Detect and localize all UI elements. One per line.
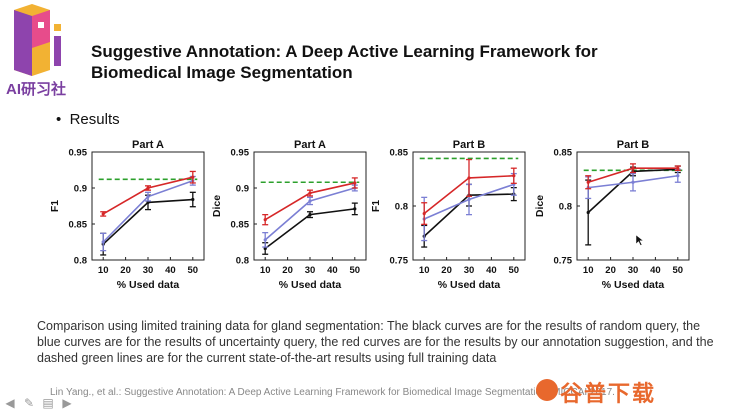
results-bullet: • Results bbox=[56, 111, 120, 128]
y-tick-label: 0.8 bbox=[395, 202, 408, 213]
y-axis-label: Dice bbox=[211, 195, 223, 217]
x-tick-label: 10 bbox=[260, 265, 271, 276]
data-point-red bbox=[586, 180, 590, 184]
slide-title-line2: Biomedical Image Segmentation bbox=[91, 63, 353, 82]
y-tick-label: 0.8 bbox=[236, 256, 249, 267]
x-axis-label: % Used data bbox=[602, 279, 665, 291]
data-point-red bbox=[512, 174, 516, 178]
data-point-red bbox=[422, 211, 426, 216]
logo-graphic bbox=[14, 4, 61, 76]
data-point-blue bbox=[101, 240, 105, 244]
y-tick-label: 0.95 bbox=[231, 148, 250, 159]
x-tick-label: 50 bbox=[509, 265, 520, 276]
x-tick-label: 10 bbox=[583, 265, 594, 276]
presentation-toolbar: ◀ ✎ ▤ ▶ bbox=[3, 395, 83, 411]
logo-text: AI研习社 bbox=[6, 81, 67, 98]
data-point-red bbox=[676, 166, 680, 170]
chart-title: Part B bbox=[453, 139, 485, 151]
x-axis-label: % Used data bbox=[117, 279, 180, 291]
x-tick-label: 20 bbox=[120, 265, 131, 276]
y-tick-label: 0.85 bbox=[390, 148, 409, 159]
arrow-right-icon[interactable]: ▶ bbox=[62, 396, 72, 410]
slide-title-line1: Suggestive Annotation: A Deep Active Lea… bbox=[91, 42, 598, 61]
data-point-blue bbox=[308, 199, 312, 203]
data-point-red bbox=[101, 212, 105, 216]
x-tick-label: 30 bbox=[305, 265, 316, 276]
data-point-red bbox=[353, 181, 357, 185]
y-tick-label: 0.85 bbox=[69, 220, 88, 231]
x-axis-label: % Used data bbox=[279, 279, 342, 291]
arrow-left-icon[interactable]: ◀ bbox=[5, 396, 15, 410]
slides-icon[interactable]: ▤ bbox=[42, 396, 54, 410]
citation: Lin Yang., et al.: Suggestive Annotation… bbox=[50, 387, 615, 398]
x-tick-label: 40 bbox=[650, 265, 661, 276]
data-point-black bbox=[353, 207, 357, 211]
y-tick-label: 0.75 bbox=[390, 256, 409, 267]
y-tick-label: 0.9 bbox=[74, 184, 87, 195]
results-bullet-label: Results bbox=[69, 111, 120, 128]
figure-caption: Comparison using limited training data f… bbox=[37, 319, 714, 365]
charts-panel: Part A 10 20 30 40 50 0.8 0.85 0.9 0.95 % Used dat… bbox=[49, 139, 690, 291]
watermark: 谷普下载 bbox=[560, 381, 657, 406]
data-point-red bbox=[631, 166, 635, 170]
data-point-red bbox=[308, 191, 312, 195]
watermark-logo-icon bbox=[536, 379, 558, 401]
chart-title: Part A bbox=[294, 139, 326, 151]
y-tick-label: 0.9 bbox=[236, 184, 249, 195]
x-tick-label: 40 bbox=[165, 265, 176, 276]
x-tick-label: 30 bbox=[464, 265, 475, 276]
x-tick-label: 50 bbox=[673, 265, 684, 276]
data-point-black bbox=[308, 213, 312, 217]
x-tick-label: 20 bbox=[605, 265, 616, 276]
x-tick-label: 10 bbox=[98, 265, 109, 276]
data-point-blue bbox=[676, 174, 680, 178]
y-tick-label: 0.95 bbox=[69, 148, 88, 159]
y-tick-label: 0.85 bbox=[231, 220, 250, 231]
y-tick-label: 0.75 bbox=[554, 256, 573, 267]
x-tick-label: 20 bbox=[282, 265, 293, 276]
data-point-blue bbox=[631, 180, 635, 184]
y-tick-label: 0.8 bbox=[559, 202, 572, 213]
data-point-blue bbox=[467, 197, 471, 202]
y-tick-label: 0.85 bbox=[554, 148, 573, 159]
x-axis-label: % Used data bbox=[438, 279, 501, 291]
x-tick-label: 30 bbox=[628, 265, 639, 276]
ai-yanxishe-logo bbox=[4, 2, 68, 76]
x-tick-label: 50 bbox=[188, 265, 199, 276]
chart-title: Part B bbox=[617, 139, 649, 151]
data-point-red bbox=[263, 218, 267, 222]
data-point-blue bbox=[146, 195, 150, 199]
x-tick-label: 30 bbox=[143, 265, 154, 276]
data-point-red bbox=[146, 186, 150, 190]
mouse-cursor-icon bbox=[635, 234, 645, 246]
y-axis-label: Dice bbox=[534, 195, 546, 217]
slide-title: Suggestive Annotation: A Deep Active Lea… bbox=[91, 41, 598, 83]
x-tick-label: 40 bbox=[327, 265, 338, 276]
data-point-red bbox=[467, 176, 471, 180]
pen-icon[interactable]: ✎ bbox=[23, 396, 35, 410]
data-point-blue bbox=[263, 238, 267, 242]
data-point-black bbox=[586, 210, 590, 215]
x-tick-label: 40 bbox=[486, 265, 497, 276]
x-tick-label: 50 bbox=[350, 265, 361, 276]
y-axis-label: F1 bbox=[49, 200, 61, 212]
x-tick-label: 20 bbox=[441, 265, 452, 276]
chart-title: Part A bbox=[132, 139, 164, 151]
data-point-black bbox=[191, 197, 195, 202]
y-axis-label: F1 bbox=[370, 200, 382, 212]
x-tick-label: 10 bbox=[419, 265, 430, 276]
data-point-red bbox=[191, 175, 195, 179]
y-tick-label: 0.8 bbox=[74, 256, 87, 267]
